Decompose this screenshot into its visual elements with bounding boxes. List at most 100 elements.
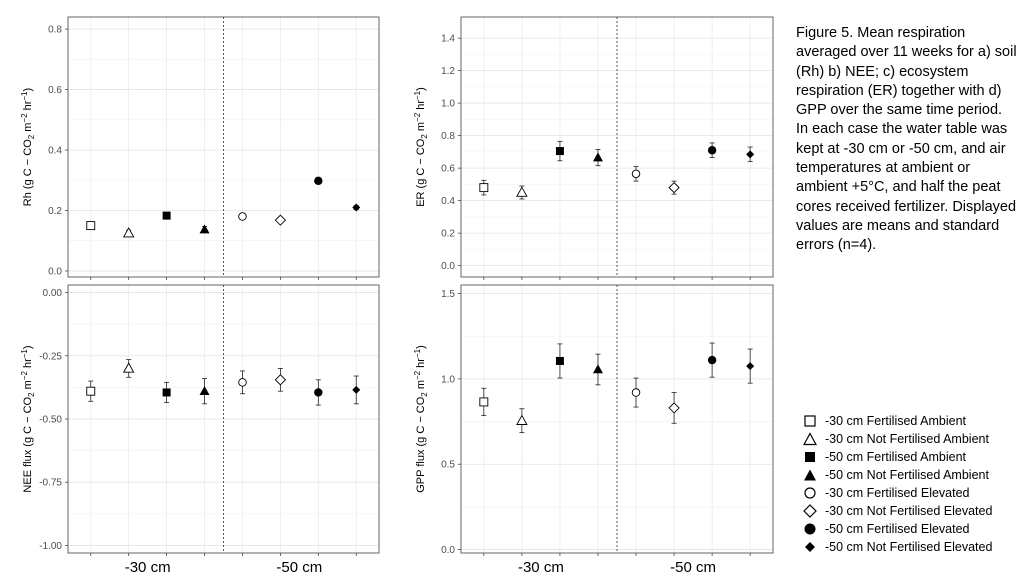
data-point [86, 221, 96, 231]
y-tick-label: 0.00 [43, 288, 63, 299]
y-axis-label-part: m [22, 380, 34, 392]
legend: -30 cm Fertilised Ambient -30 cm Not Fer… [803, 412, 992, 556]
y-axis-label: ER (g C − CO2 m−2 hr−1) [413, 87, 429, 207]
y-axis-label-part: GPP flux (g C − CO [415, 396, 427, 493]
data-point [274, 374, 287, 386]
y-tick-label: -0.25 [39, 351, 62, 362]
legend-item: -30 cm Not Fertilised Elevated [803, 502, 992, 520]
y-tick-label: 0.4 [441, 196, 455, 207]
data-point [352, 203, 361, 212]
y-axis-label-part: m [415, 122, 427, 134]
legend-label: -30 cm Not Fertilised Ambient [825, 432, 989, 446]
y-tick-label: -1.00 [39, 541, 62, 552]
y-tick-label: 0.0 [48, 266, 62, 277]
filled-circle-marker-icon [804, 523, 816, 535]
y-axis-label-part: hr [415, 100, 427, 113]
y-axis-label-part: hr [22, 100, 34, 113]
group-label: -50 cm [670, 559, 716, 576]
y-tick-label: -0.50 [39, 415, 62, 426]
y-axis-label-part: −1 [20, 91, 29, 101]
plot-border [67, 16, 380, 278]
y-axis-label-part: m [22, 123, 34, 135]
plot-border [67, 284, 380, 554]
y-tick-label: 0.0 [441, 545, 455, 556]
y-axis-label-part: hr [22, 358, 34, 371]
data-point [352, 385, 361, 394]
y-axis-label-part: ) [415, 345, 427, 349]
open-circle-marker-icon [804, 487, 816, 499]
legend-item: -50 cm Not Fertilised Ambient [803, 466, 992, 484]
data-point [746, 362, 755, 371]
y-tick-label: 1.4 [441, 34, 455, 45]
data-point [707, 146, 717, 155]
data-point [479, 397, 489, 407]
legend-item: -30 cm Fertilised Elevated [803, 484, 992, 502]
legend-label: -30 cm Not Fertilised Elevated [825, 504, 993, 518]
y-axis-label-part: −2 [413, 112, 422, 122]
data-point [314, 176, 323, 186]
legend-label: -30 cm Fertilised Elevated [825, 486, 970, 500]
data-point [668, 402, 680, 414]
data-point [555, 356, 564, 365]
y-axis-label-part: Rh (g C − CO [22, 139, 34, 206]
y-tick-label: 1.0 [441, 99, 455, 110]
data-point [592, 152, 603, 162]
chart-panel: 0.0 0.2 0.4 0.6 0.8 Rh (g C − CO2 m−2 hr−1) [20, 16, 380, 280]
y-tick-label: 0.5 [441, 460, 455, 471]
y-axis-label-part: −2 [413, 370, 422, 380]
data-point [199, 224, 210, 234]
legend-item: -50 cm Not Fertilised Elevated [803, 538, 992, 556]
y-axis-label-part: m [415, 380, 427, 392]
open-diamond-marker-icon [803, 504, 817, 518]
legend-item: -30 cm Fertilised Ambient [803, 412, 992, 430]
data-point [631, 388, 641, 397]
y-tick-label: 0.8 [48, 25, 62, 36]
data-point [122, 362, 135, 373]
plot-border [460, 16, 774, 278]
y-axis-label-part: ER (g C − CO [415, 138, 427, 207]
legend-label: -30 cm Fertilised Ambient [825, 414, 967, 428]
y-axis-label: Rh (g C − CO2 m−2 hr−1) [20, 88, 36, 206]
y-axis-label-part: ) [22, 88, 34, 92]
group-label: -30 cm [125, 559, 171, 576]
y-tick-label: 1.2 [441, 66, 455, 77]
data-point [479, 183, 489, 193]
data-point [86, 386, 96, 396]
y-axis-label-part: 2 [420, 392, 429, 397]
y-axis-label: NEE flux (g C − CO2 m−2 hr−1) [20, 345, 36, 492]
y-tick-label: 0.4 [48, 146, 62, 157]
y-tick-label: -0.75 [39, 478, 62, 489]
y-tick-label: 0.2 [441, 229, 455, 240]
chart-panel: 0.00.20.40.60.81.01.21.4ER (g C − CO2 m−… [413, 16, 774, 280]
data-point [516, 414, 528, 425]
legend-label: -50 cm Fertilised Elevated [825, 522, 970, 536]
y-tick-label: 0.6 [48, 85, 62, 96]
plot-border [460, 284, 774, 554]
data-point [631, 169, 641, 179]
y-tick-label: 1.0 [441, 374, 455, 385]
data-point [238, 212, 247, 221]
y-axis-label-part: −1 [20, 349, 29, 359]
legend-item: -50 cm Fertilised Elevated [803, 520, 992, 538]
data-point [274, 214, 287, 226]
chart-panel: 0.0 0.5 1.0 1.5 GPP flux (g C − CO2 m−2 hr−1… [413, 284, 774, 576]
figure-caption: Figure 5. Mean respiration averaged over… [796, 25, 1017, 254]
data-point [668, 181, 680, 194]
data-point [516, 186, 528, 197]
y-axis-label-part: ) [415, 87, 427, 91]
y-axis-label-part: −2 [20, 371, 29, 381]
y-axis-label-part: hr [415, 358, 427, 371]
data-point [238, 378, 247, 387]
y-tick-label: 0.8 [441, 131, 455, 142]
y-tick-label: 0.2 [48, 206, 62, 217]
y-tick-label: 0.0 [441, 261, 455, 272]
legend-label: -50 cm Not Fertilised Elevated [825, 540, 993, 554]
legend-label: -50 cm Not Fertilised Ambient [825, 468, 989, 482]
filled-diamond-marker-icon [805, 542, 815, 552]
chart-panel: 0.00 -0.25 -0.50 -0.75 -1.00 NEE flux (g C − … [20, 284, 380, 576]
legend-label: -50 cm Fertilised Ambient [825, 450, 967, 464]
y-axis-label-part: 2 [27, 134, 36, 139]
filled-triangle-marker-icon [804, 469, 816, 481]
y-axis-label: GPP flux (g C − CO2 m−2 hr−1) [413, 345, 429, 493]
